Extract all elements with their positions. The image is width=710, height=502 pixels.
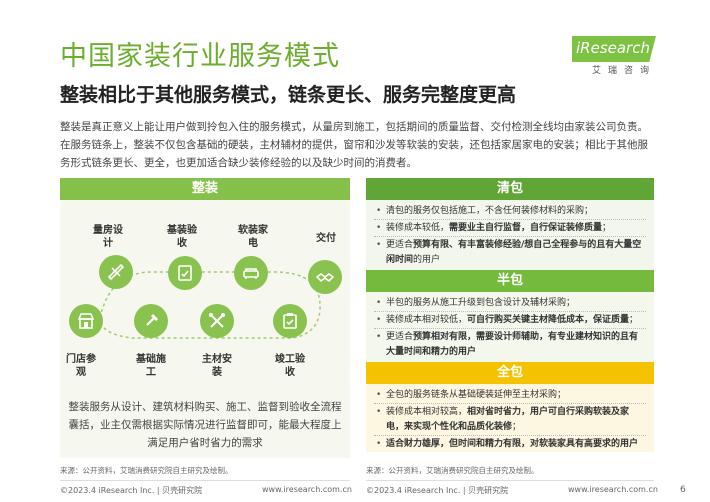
ruler-pencil-icon	[99, 255, 133, 289]
intro-paragraph: 整装是真正意义上能让用户做到拎包入住的服务模式，从量房到施工，包括期间的质量监督…	[60, 121, 648, 169]
url-right: www.iresearch.com.cn	[568, 485, 658, 494]
banbao-item: 半包的服务从施工升级到包含设计及辅材采购；	[374, 296, 646, 312]
banbao-item: 更适合预算相对有限，需要设计师辅助，有专业建材知识的且有大量时间和精力的用户	[374, 330, 646, 360]
banbao-item: 装修成本相对较低，可自行购买关键主材降低成本，保证质量；	[374, 313, 646, 329]
source-right: 来源：公开资料，艾瑞消费研究院自主研究及绘制。	[366, 466, 539, 475]
footer-divider-left	[60, 480, 350, 481]
url-left: www.iresearch.com.cn	[262, 485, 352, 494]
node-label-top-3: 交付	[316, 233, 336, 244]
iresearch-logo: iResearch 艾瑞咨询	[572, 36, 656, 76]
copyright-right: ©2023.4 iResearch Inc. | 贝壳研究院	[366, 486, 509, 495]
quanbao-item: 全包的服务链条从基础硬装延伸至主材采购；	[374, 388, 646, 404]
tools-icon	[200, 304, 234, 338]
hammer-icon	[134, 304, 168, 338]
right-column: 清包 清包的服务仅包括施工，不含任何装修材料的采购； 装修成本较低，需要业主自行…	[366, 178, 654, 452]
node-label-top-2: 软装家电	[238, 225, 268, 249]
node-label-top-0: 量房设计	[93, 225, 123, 249]
source-left: 来源：公开资料，艾瑞消费研究院自主研究及绘制。	[60, 466, 233, 475]
page-title: 中国家装行业服务模式	[60, 41, 340, 72]
footer-divider-right	[366, 480, 654, 481]
zhengzhuang-header: 整装	[60, 178, 350, 200]
page-number: 6	[680, 485, 686, 495]
clipboard-check-icon	[273, 304, 307, 338]
qingbao-list: 清包的服务仅包括施工，不含任何装修材料的采购； 装修成本较低，需要业主自行监督，…	[366, 200, 654, 270]
node-label-bottom-1: 基础施工	[136, 354, 166, 378]
node-label-bottom-0: 门店参观	[66, 354, 96, 378]
quanbao-list: 全包的服务链条从基础硬装延伸至主材采购； 装修成本相对较高，相对省时省力，用户可…	[366, 384, 654, 452]
quanbao-header: 全包	[366, 362, 654, 384]
node-label-top-1: 基装验收	[167, 225, 197, 249]
zhengzhuang-note: 整装服务从设计、建筑材料购买、施工、监督到验收全流程囊括，业主仅需根据实际情况进…	[68, 401, 342, 449]
checklist-icon	[168, 256, 202, 290]
qingbao-item: 清包的服务仅包括施工，不含任何装修材料的采购；	[374, 204, 646, 220]
sofa-icon	[234, 256, 268, 290]
copyright-left: ©2023.4 iResearch Inc. | 贝壳研究院	[60, 486, 203, 495]
page-subtitle: 整装相比于其他服务模式，链条更长、服务完整度更高	[60, 84, 517, 106]
qingbao-item: 装修成本较低，需要业主自行监督，自行保证装修质量；	[374, 221, 646, 237]
handshake-icon	[308, 260, 342, 294]
quanbao-item: 装修成本相对较高，相对省时省力，用户可自行采购软装及家电，来实现个性化和品质化装…	[374, 405, 646, 436]
node-label-bottom-3: 竣工验收	[275, 354, 305, 378]
quanbao-item: 适合财力雄厚，但时间和精力有限，对软装家具有高要求的用户	[374, 437, 646, 452]
qingbao-item: 更适合预算有限、有丰富装修经验/想自己全程参与的且有大量空闲时间的用户	[374, 238, 646, 268]
store-icon	[69, 304, 103, 338]
banbao-header: 半包	[366, 270, 654, 292]
logo-cn: 艾瑞咨询	[592, 66, 657, 76]
banbao-list: 半包的服务从施工升级到包含设计及辅材采购； 装修成本相对较低，可自行购买关键主材…	[366, 292, 654, 362]
logo-text: iResearch	[576, 39, 650, 57]
qingbao-header: 清包	[366, 178, 654, 200]
node-label-bottom-2: 主材安装	[202, 354, 232, 378]
